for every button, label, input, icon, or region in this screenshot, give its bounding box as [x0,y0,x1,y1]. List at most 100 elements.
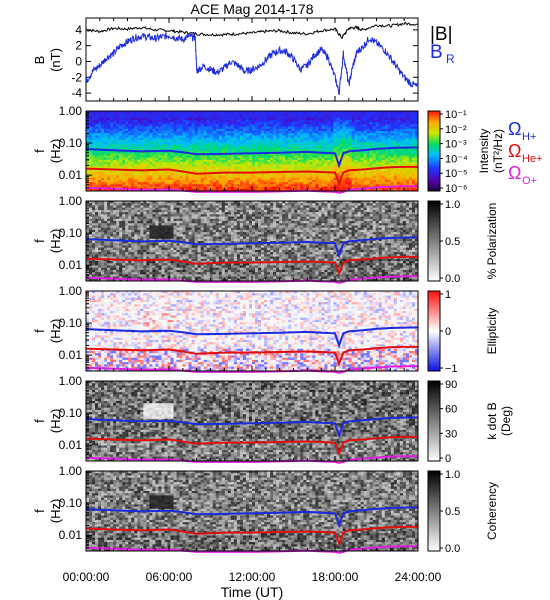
heatmap-cell [146,113,150,116]
heatmap-cell [270,117,274,121]
colorbar-tick-label: 10⁻⁶ [445,183,468,195]
heatmap-cell [149,186,153,190]
heatmap-cell [227,166,232,170]
heatmap-cell [197,115,202,119]
heatmap-cell [215,182,220,185]
heatmap-cell [125,241,129,244]
heatmap-cell [294,131,298,134]
heatmap-cell [309,166,313,170]
heatmap-cell [107,212,111,215]
heatmap-cell [239,117,244,121]
heatmap-cell [128,247,132,251]
heatmap-cell [279,139,283,143]
heatmap-cell [279,115,283,119]
heatmap-cell [384,157,389,161]
heatmap-cell [357,155,362,159]
heatmap-cell [369,126,374,130]
heatmap-cell [191,133,196,136]
heatmap-cell [95,179,99,183]
heatmap-cell [387,177,392,181]
heatmap-cell [360,146,365,150]
heatmap-cell [233,146,238,150]
heatmap-cell [264,122,268,125]
heatmap-cell [92,243,96,246]
heatmap-cell [134,131,138,134]
heatmap-cell [294,184,298,187]
heatmap-cell [173,113,177,116]
heatmap-cell [113,216,117,220]
heatmap-cell [167,162,171,165]
heatmap-cell [155,225,159,229]
heatmap-cell [276,186,280,190]
heatmap-cell [330,182,334,185]
heatmap-cell [285,144,289,147]
heatmap-cell [396,144,401,147]
heatmap-cell [200,111,205,114]
heatmap-cell [89,227,93,231]
heatmap-cell [173,124,177,127]
heatmap-cell [146,243,150,246]
heatmap-cell [282,139,286,143]
heatmap-cell [279,117,283,121]
heatmap-cell [89,184,93,187]
heatmap-cell [185,142,190,145]
heatmap-cell [375,162,380,165]
heatmap-cell [170,126,174,130]
heatmap-cell [197,148,202,152]
heatmap-cell [242,131,247,134]
heatmap-cell [399,177,404,181]
heatmap-cell [408,173,413,176]
heatmap-cell [92,162,96,165]
heatmap-cell [104,151,108,154]
heatmap-cell [267,142,271,145]
heatmap-cell [134,214,138,217]
heatmap-cell [342,157,346,161]
heatmap-cell [134,234,138,237]
heatmap-cell [152,115,156,119]
heatmap-cell [267,139,271,143]
heatmap-cell [360,126,365,130]
heatmap-cell [267,148,271,152]
heatmap-cell [375,188,380,192]
heatmap-cell [128,256,132,260]
heatmap-cell [176,162,180,165]
heatmap-cell [336,115,340,119]
heatmap-cell [318,137,322,141]
heatmap-cell [89,122,93,125]
heatmap-cell [384,164,389,167]
heatmap-cell [119,269,123,273]
heatmap-cell [203,142,208,145]
heatmap-cell [408,113,413,116]
heatmap-cell [303,177,307,181]
heatmap-cell [321,146,325,150]
heatmap-cell [387,162,392,165]
heatmap-cell [248,128,253,132]
heatmap-cell [119,272,123,275]
heatmap-cell [116,201,120,204]
heatmap-cell [303,133,307,136]
heatmap-cell [155,144,159,147]
heatmap-cell [276,128,280,132]
heatmap-cell [209,111,214,114]
heatmap-cell [164,166,168,170]
heatmap-cell [357,113,362,116]
heatmap-cell [119,254,123,257]
heatmap-cell [131,128,135,132]
heatmap-cell [170,139,174,143]
heatmap-cell [366,175,371,179]
heatmap-cell [152,119,156,123]
heatmap-cell [405,115,410,119]
heatmap-cell [161,162,165,165]
heatmap-cell [113,256,117,260]
heatmap-cell [176,171,180,174]
heatmap-cell [200,131,205,134]
heatmap-cell [119,111,123,114]
heatmap-cell [264,146,268,150]
heatmap-cell [149,209,153,213]
heatmap-cell [182,119,186,123]
heatmap-cell [170,142,174,145]
heatmap-cell [101,182,105,185]
heatmap-cell [119,276,123,280]
heatmap-cell [224,131,229,134]
heatmap-cell [306,119,310,123]
